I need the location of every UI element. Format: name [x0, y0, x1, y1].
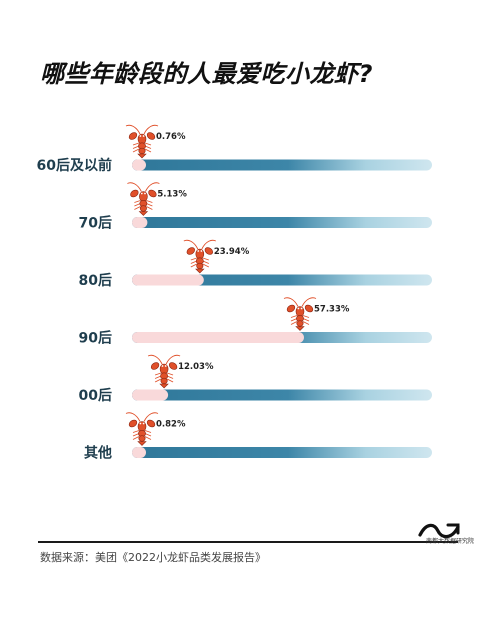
bar-row: 70后 5.13% [79, 182, 432, 232]
bar-value [132, 389, 169, 401]
crayfish-icon [283, 297, 317, 331]
value-label: 23.94% [214, 247, 250, 257]
crayfish-icon [147, 354, 181, 389]
chart-title: 哪些年龄段的人最爱吃小龙虾? [40, 60, 373, 88]
category-label: 00后 [79, 387, 112, 404]
crayfish-icon [125, 124, 159, 159]
crayfish-icon [127, 182, 160, 216]
bar-track [132, 159, 432, 171]
bar-value [132, 332, 304, 343]
bar-row: 90后 57.33% [79, 297, 432, 347]
bar-track [132, 447, 432, 458]
bar-value [132, 159, 146, 171]
bar-value [132, 274, 204, 286]
bar-track [132, 274, 432, 286]
bar-value [132, 447, 146, 458]
bar-row: 其他 0.82% [84, 412, 432, 462]
category-label: 80后 [79, 272, 112, 289]
bar-row: 00后 12.03% [79, 354, 432, 404]
value-label: 12.03% [178, 362, 214, 372]
value-label: 0.76% [156, 132, 186, 142]
brand-logo-text: 南都大数据研究院 [426, 538, 475, 545]
crayfish-icon [183, 239, 217, 274]
bar-track [132, 389, 432, 401]
category-label: 90后 [79, 330, 112, 347]
crayfish-icon [125, 412, 159, 446]
category-label: 其他 [84, 445, 112, 462]
source-note: 数据来源：美团《2022小龙虾品类发展报告》 [40, 551, 266, 564]
value-label: 5.13% [157, 190, 187, 200]
value-label: 57.33% [314, 305, 350, 315]
category-label: 60后及以前 [37, 157, 112, 174]
value-label: 0.82% [156, 420, 186, 430]
bar-rows: 60后及以前 0.76% 70后 5.13% 80后 23.94% 90后 57.33% 00后… [37, 124, 432, 462]
footer-rule [38, 541, 458, 543]
bar-track [132, 217, 432, 228]
brand-logo-icon [418, 523, 460, 539]
bar-row: 60后及以前 0.76% [37, 124, 432, 174]
category-label: 70后 [79, 215, 112, 232]
chart-canvas: 60后及以前 0.76% 70后 5.13% 80后 23.94% 90后 57.33% 00后… [37, 124, 432, 462]
bar-row: 80后 23.94% [79, 239, 432, 289]
bar-value [132, 217, 148, 228]
